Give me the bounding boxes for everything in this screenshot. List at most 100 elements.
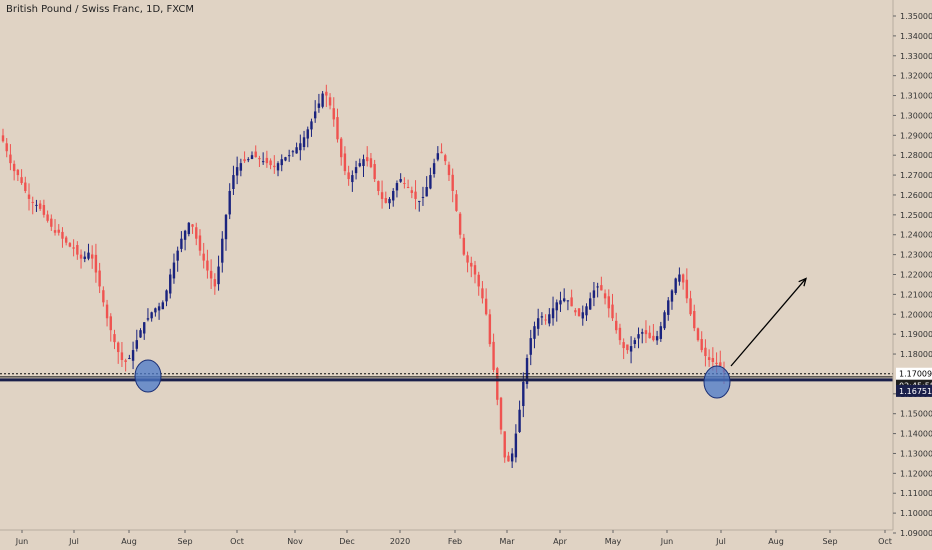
candle xyxy=(254,145,257,158)
candle xyxy=(287,149,291,162)
candle xyxy=(269,158,272,170)
candle xyxy=(414,180,417,210)
candle xyxy=(61,227,64,248)
candle xyxy=(9,144,12,171)
candle xyxy=(191,224,194,234)
x-tick-label: Nov xyxy=(287,537,303,546)
candle xyxy=(388,197,391,209)
candle xyxy=(139,328,142,338)
candle xyxy=(206,249,209,279)
candle xyxy=(380,180,384,209)
y-tick-label: 1.31000 xyxy=(900,92,932,101)
candle xyxy=(559,291,562,312)
x-tick-label: Jun xyxy=(660,537,674,546)
svg-text:1.16751: 1.16751 xyxy=(899,387,932,396)
y-tick-label: 1.34000 xyxy=(900,32,932,41)
candle xyxy=(566,300,570,311)
candle xyxy=(291,149,295,157)
candle xyxy=(403,177,406,189)
y-tick-label: 1.18000 xyxy=(900,350,932,359)
candle xyxy=(27,183,31,211)
candle xyxy=(600,276,603,291)
candle xyxy=(98,262,101,294)
candle xyxy=(507,451,510,462)
candle xyxy=(611,293,614,321)
candle xyxy=(596,282,599,298)
candle xyxy=(429,167,432,190)
candle xyxy=(180,231,183,253)
candle xyxy=(399,173,402,183)
candle xyxy=(392,188,395,207)
y-tick-label: 1.27000 xyxy=(900,171,932,180)
candle xyxy=(332,97,335,127)
candle xyxy=(328,93,332,110)
candle xyxy=(302,130,306,151)
candle xyxy=(525,354,529,389)
candle xyxy=(325,84,328,108)
candle xyxy=(377,180,380,196)
candle xyxy=(172,253,176,284)
chart-title: British Pound / Swiss Franc, 1D, FXCM xyxy=(6,4,194,15)
x-tick-label: Sep xyxy=(822,537,837,546)
y-tick-label: 1.09000 xyxy=(900,529,932,538)
candle xyxy=(295,142,298,154)
candle xyxy=(176,246,179,272)
x-tick-label: Aug xyxy=(121,537,137,546)
candle xyxy=(202,242,205,269)
candle xyxy=(551,296,555,326)
x-axis: Jun Jul Aug Sep Oct Nov Dec 2020 Feb Mar Apr May Jun… xyxy=(0,529,893,546)
y-tick-label: 1.26000 xyxy=(900,191,932,200)
candle xyxy=(72,239,75,257)
candle xyxy=(340,137,343,166)
candle xyxy=(655,330,659,345)
annotation-circle-left[interactable] xyxy=(134,359,162,393)
support-price-badge: 1.16751 xyxy=(896,384,932,397)
candle xyxy=(336,108,339,143)
candle xyxy=(447,161,451,182)
candle xyxy=(696,327,700,342)
candle xyxy=(117,341,120,364)
candle xyxy=(46,210,49,223)
candle xyxy=(90,245,94,269)
candle xyxy=(235,156,239,185)
candle xyxy=(514,424,518,463)
candle xyxy=(548,308,551,327)
candle xyxy=(455,190,458,212)
candle xyxy=(574,307,577,316)
candle xyxy=(384,191,387,204)
candle xyxy=(38,200,42,211)
candle xyxy=(161,300,165,310)
candle xyxy=(440,143,443,154)
y-tick-label: 1.24000 xyxy=(900,231,932,240)
x-tick-label: Oct xyxy=(878,537,892,546)
y-tick-label: 1.25000 xyxy=(900,211,932,220)
candle xyxy=(436,146,440,162)
candle xyxy=(79,249,83,269)
candle xyxy=(31,196,34,215)
candle xyxy=(470,256,473,278)
arrow-head-icon xyxy=(798,277,807,287)
x-tick-label: Feb xyxy=(448,537,462,546)
candle xyxy=(265,150,269,168)
candle xyxy=(321,91,324,109)
candle xyxy=(310,118,313,137)
candle xyxy=(585,303,588,321)
candle xyxy=(68,242,72,248)
candle xyxy=(87,243,90,261)
y-tick-label: 1.33000 xyxy=(900,52,932,61)
candle xyxy=(432,158,436,178)
candle xyxy=(544,314,547,325)
projection-arrow[interactable] xyxy=(730,278,807,367)
candle xyxy=(410,186,414,199)
candle xyxy=(1,128,5,143)
x-tick-label: Dec xyxy=(339,537,354,546)
x-tick-label: Jun xyxy=(15,537,29,546)
candle xyxy=(347,165,350,186)
candle xyxy=(157,302,161,320)
svg-text:1.17009: 1.17009 xyxy=(899,370,932,379)
annotation-circle-right[interactable] xyxy=(703,365,731,399)
candle xyxy=(395,180,399,198)
candle xyxy=(366,146,369,167)
candle xyxy=(299,134,302,161)
